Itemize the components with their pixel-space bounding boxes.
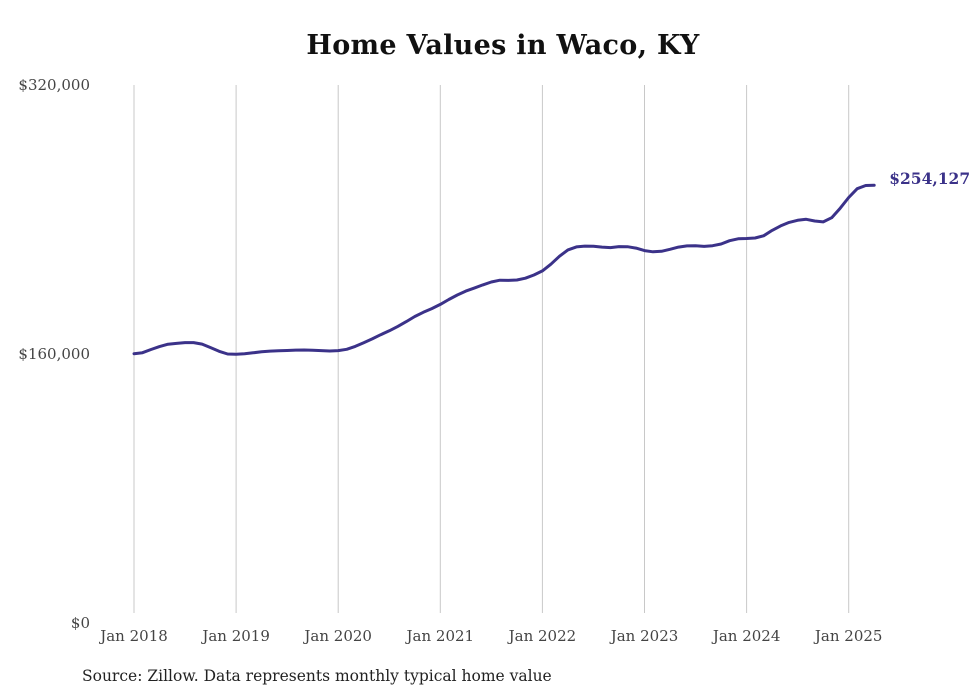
end-labels: $254,127 (889, 169, 970, 188)
y-tick-label: $160,000 (18, 345, 90, 363)
x-tick-label: Jan 2018 (98, 627, 168, 645)
gridlines (133, 85, 850, 613)
x-tick-label: Jan 2019 (200, 627, 270, 645)
x-tick-label: Jan 2020 (302, 627, 372, 645)
source-note: Source: Zillow. Data represents monthly … (82, 667, 552, 685)
x-tick-label: Jan 2022 (507, 627, 577, 645)
chart-title: Home Values in Waco, KY (306, 30, 700, 61)
x-tick-label: Jan 2021 (405, 627, 475, 645)
x-tick-label: Jan 2025 (813, 627, 883, 645)
y-tick-label: $320,000 (18, 76, 90, 94)
series-line (132, 183, 876, 356)
y-tick-label: $0 (71, 614, 90, 632)
x-tick-label: Jan 2024 (711, 627, 781, 645)
series-lines (132, 183, 876, 356)
x-axis: Jan 2018 Jan 2019 Jan 2020 Jan 2021 Jan 2022… (98, 627, 882, 645)
y-axis: $0 $160,000 $320,000 (18, 76, 90, 632)
x-tick-label: Jan 2023 (609, 627, 679, 645)
end-value-label: $254,127 (889, 169, 970, 188)
